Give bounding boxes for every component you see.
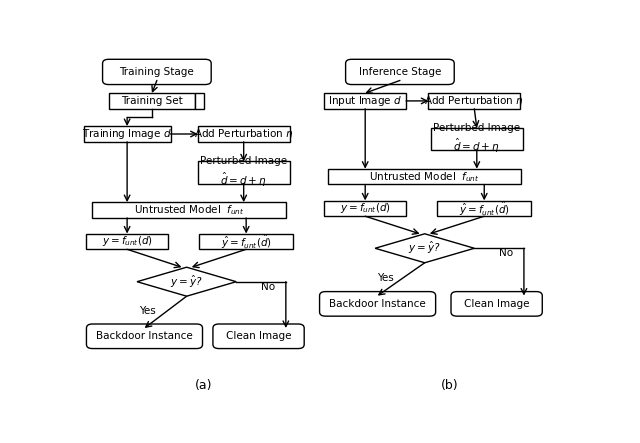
Polygon shape [137,267,236,296]
Text: Clean Image: Clean Image [226,331,291,341]
FancyBboxPatch shape [198,161,289,184]
FancyBboxPatch shape [324,201,406,216]
Text: (b): (b) [441,379,458,392]
FancyBboxPatch shape [102,59,211,85]
Text: Input Image $d$: Input Image $d$ [328,94,403,108]
Text: Clean Image: Clean Image [464,299,529,309]
Text: Perturbed Image
$\hat{d} = d + \eta$: Perturbed Image $\hat{d} = d + \eta$ [433,123,520,155]
FancyBboxPatch shape [92,202,286,218]
Text: $\hat{y} = f_{unt}(\hat{d})$: $\hat{y} = f_{unt}(\hat{d})$ [221,232,271,251]
Text: Training Stage: Training Stage [120,67,195,77]
FancyBboxPatch shape [319,291,436,316]
Text: No: No [261,282,275,292]
FancyBboxPatch shape [109,93,195,109]
Text: Yes: Yes [377,273,394,283]
FancyBboxPatch shape [195,93,204,109]
FancyBboxPatch shape [198,126,289,142]
Text: Add Perturbation $\eta$: Add Perturbation $\eta$ [424,94,524,108]
FancyBboxPatch shape [328,169,522,184]
Text: Training Image $d$: Training Image $d$ [82,127,172,141]
FancyBboxPatch shape [86,233,168,249]
FancyBboxPatch shape [451,291,542,316]
FancyBboxPatch shape [324,93,406,109]
Text: $y = f_{unt}(d)$: $y = f_{unt}(d)$ [340,202,390,215]
Text: $y = \hat{y}$?: $y = \hat{y}$? [170,274,203,290]
FancyBboxPatch shape [199,233,293,249]
FancyBboxPatch shape [213,324,304,349]
Polygon shape [375,234,474,263]
FancyBboxPatch shape [428,93,520,109]
Text: Inference Stage: Inference Stage [359,67,441,77]
FancyBboxPatch shape [86,324,202,349]
Text: Add Perturbation $\eta$: Add Perturbation $\eta$ [194,127,294,141]
Text: $y = f_{unt}(d)$: $y = f_{unt}(d)$ [102,234,152,249]
Text: Training Set: Training Set [121,96,183,106]
Text: Yes: Yes [139,306,156,316]
Text: Perturbed Image
$\hat{d} = d + \eta$: Perturbed Image $\hat{d} = d + \eta$ [200,156,287,189]
FancyBboxPatch shape [84,126,170,142]
Text: $\hat{y} = f_{unt}(\hat{d})$: $\hat{y} = f_{unt}(\hat{d})$ [459,199,509,218]
FancyBboxPatch shape [431,128,523,150]
Text: $y = \hat{y}$?: $y = \hat{y}$? [408,240,441,256]
Text: Backdoor Instance: Backdoor Instance [96,331,193,341]
Text: (a): (a) [195,379,212,392]
FancyBboxPatch shape [437,201,531,216]
Text: Untrusted Model  $f_{unt}$: Untrusted Model $f_{unt}$ [369,170,480,183]
Text: Backdoor Instance: Backdoor Instance [329,299,426,309]
FancyBboxPatch shape [346,59,454,85]
Text: Untrusted Model  $f_{unt}$: Untrusted Model $f_{unt}$ [134,203,244,217]
Text: No: No [499,248,513,258]
